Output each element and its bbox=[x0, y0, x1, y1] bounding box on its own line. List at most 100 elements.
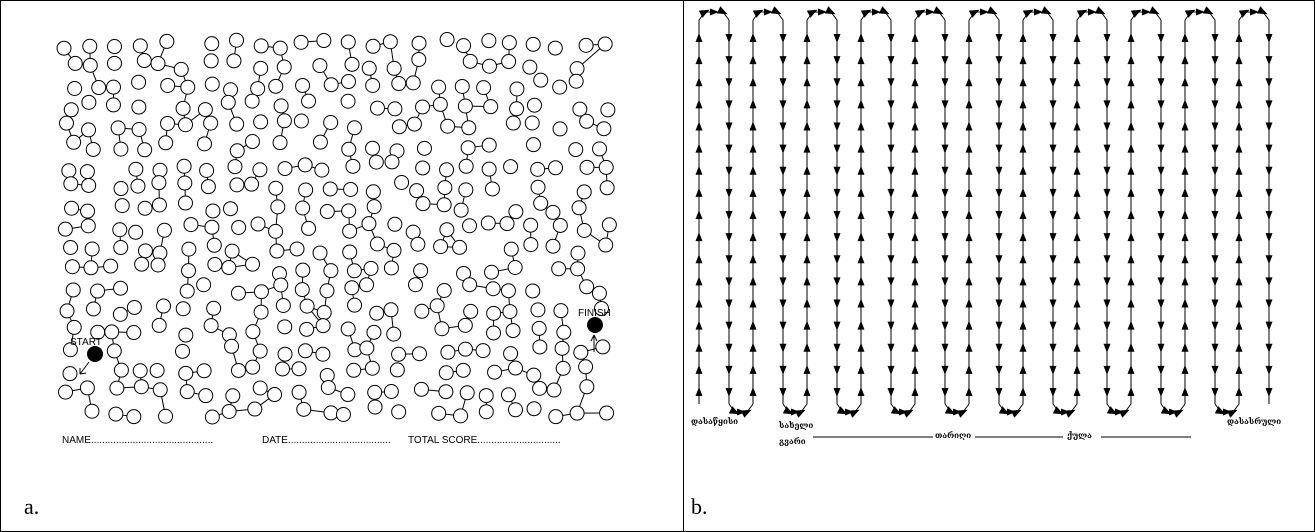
up-arrowhead bbox=[695, 33, 703, 42]
maze-circle bbox=[391, 404, 407, 420]
down-arrowhead bbox=[1211, 343, 1219, 353]
maze-circle bbox=[386, 60, 402, 76]
up-arrowhead bbox=[857, 276, 865, 286]
up-arrowhead bbox=[1235, 99, 1243, 109]
down-arrowhead bbox=[1265, 188, 1273, 198]
maze-circle bbox=[597, 36, 613, 52]
maze-circle bbox=[484, 264, 500, 280]
maze-circle bbox=[391, 346, 407, 362]
up-arrowhead bbox=[1127, 276, 1135, 286]
up-arrowhead bbox=[1073, 276, 1081, 286]
maze-circle bbox=[126, 409, 142, 425]
up-arrowhead bbox=[803, 121, 811, 131]
down-arrowhead bbox=[941, 166, 949, 176]
maze-circle bbox=[66, 319, 82, 335]
maze-circle bbox=[206, 300, 222, 316]
maze-circle bbox=[386, 242, 402, 258]
down-arrowhead bbox=[941, 343, 949, 353]
maze-circle bbox=[547, 40, 563, 56]
maze-circle bbox=[439, 222, 455, 238]
up-arrowhead bbox=[749, 232, 757, 242]
up-arrowhead bbox=[695, 342, 703, 352]
start-dot bbox=[87, 346, 103, 362]
up-arrowhead bbox=[1181, 99, 1189, 109]
maze-circle bbox=[110, 120, 126, 136]
down-arrowhead bbox=[887, 166, 895, 176]
maze-circle bbox=[133, 379, 149, 395]
maze-circle bbox=[222, 201, 238, 217]
maze-circle bbox=[106, 39, 122, 55]
maze-circle bbox=[344, 280, 360, 296]
up-arrowhead bbox=[1019, 165, 1027, 175]
maze-circle bbox=[245, 359, 261, 375]
up-arrowhead bbox=[1235, 77, 1243, 87]
maze-circle bbox=[410, 236, 426, 252]
maze-circle bbox=[409, 183, 425, 199]
maze-circle bbox=[458, 158, 474, 174]
down-arrowhead bbox=[1157, 255, 1165, 265]
down-arrowhead bbox=[1211, 166, 1219, 176]
maze-circle bbox=[199, 162, 215, 178]
up-arrowhead bbox=[1181, 232, 1189, 242]
down-arrowhead bbox=[1211, 34, 1219, 43]
maze-circle bbox=[63, 176, 79, 192]
up-arrowhead bbox=[1235, 210, 1243, 219]
down-arrowhead bbox=[1265, 299, 1273, 309]
up-arrowhead bbox=[749, 55, 757, 65]
down-arrowhead bbox=[1211, 56, 1219, 66]
maze-circle bbox=[343, 181, 359, 197]
maze-circle bbox=[552, 121, 568, 137]
up-arrowhead bbox=[1019, 121, 1027, 131]
up-arrowhead bbox=[1073, 33, 1081, 42]
maze-circle bbox=[244, 176, 260, 192]
maze-circle bbox=[591, 285, 607, 301]
maze-circle bbox=[204, 76, 220, 92]
down-arrowhead bbox=[725, 321, 733, 331]
name-field: NAME....................................… bbox=[62, 435, 213, 446]
maze-circle bbox=[552, 79, 568, 95]
maze-circle bbox=[578, 37, 594, 53]
up-arrowhead bbox=[1019, 320, 1027, 330]
up-arrowhead bbox=[857, 77, 865, 87]
maze-circle bbox=[137, 243, 153, 259]
maze-circle bbox=[316, 305, 332, 321]
maze-circle bbox=[229, 143, 245, 159]
down-arrowhead bbox=[1049, 277, 1057, 287]
up-arrowhead bbox=[695, 298, 703, 308]
maze-circle bbox=[294, 282, 310, 298]
maze-circle bbox=[522, 59, 538, 75]
up-arrowhead bbox=[965, 121, 973, 131]
maze-circle bbox=[159, 33, 175, 49]
maze-circle bbox=[320, 380, 336, 396]
maze-circle bbox=[530, 302, 546, 318]
maze-circle bbox=[79, 380, 95, 396]
maze-circle bbox=[106, 79, 122, 95]
maze-circle bbox=[462, 53, 478, 69]
maze-circle bbox=[507, 360, 523, 376]
maze-circle bbox=[203, 115, 219, 131]
maze-circle bbox=[598, 237, 614, 253]
up-arrowhead bbox=[911, 232, 919, 242]
maze-circle bbox=[296, 401, 312, 417]
maze-circle bbox=[63, 239, 79, 255]
up-arrowhead bbox=[1019, 276, 1027, 286]
maze-circle bbox=[67, 81, 83, 97]
panel-b: დასაწყისი დასასრული სახელი გვარი თარიღი … bbox=[683, 0, 1315, 532]
down-arrowhead bbox=[995, 100, 1003, 110]
turn-arrowhead bbox=[926, 8, 935, 16]
down-arrowhead bbox=[1265, 122, 1273, 132]
maze-circle bbox=[150, 56, 166, 72]
maze-circle bbox=[440, 344, 456, 360]
up-arrowhead bbox=[749, 387, 757, 396]
maze-circle bbox=[319, 204, 335, 220]
up-arrowhead bbox=[803, 99, 811, 109]
maze-circle bbox=[131, 74, 147, 90]
down-arrowhead bbox=[887, 122, 895, 132]
maze-circle bbox=[411, 51, 427, 67]
down-arrowhead bbox=[1049, 321, 1057, 331]
up-arrowhead bbox=[1181, 298, 1189, 308]
up-arrowhead bbox=[1235, 254, 1243, 264]
maze-circle bbox=[507, 259, 523, 275]
maze-circle bbox=[252, 380, 268, 396]
up-arrowhead bbox=[803, 143, 811, 153]
